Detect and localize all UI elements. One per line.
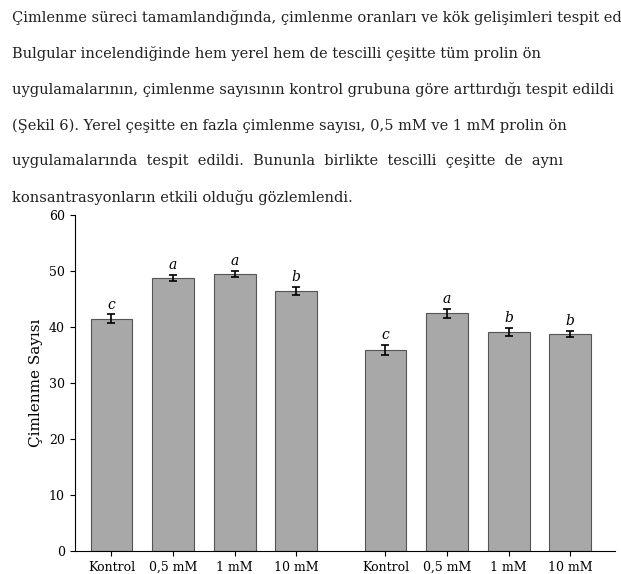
Text: b: b	[504, 311, 513, 325]
Bar	[365, 350, 406, 551]
Text: Bulgular incelendiğinde hem yerel hem de tescilli çeşitte tüm prolin ön: Bulgular incelendiğinde hem yerel hem de…	[12, 46, 542, 61]
Text: a: a	[169, 258, 177, 272]
Text: a: a	[230, 254, 238, 269]
Bar	[152, 278, 194, 551]
Bar	[487, 332, 530, 551]
Bar	[549, 334, 591, 551]
Y-axis label: Çimlenme Sayısı: Çimlenme Sayısı	[29, 319, 43, 447]
Text: Çimlenme süreci tamamlandığında, çimlenme oranları ve kök gelişimleri tespit edi: Çimlenme süreci tamamlandığında, çimlenm…	[12, 10, 621, 25]
Text: (Şekil 6). Yerel çeşitte en fazla çimlenme sayısı, 0,5 mM ve 1 mM prolin ön: (Şekil 6). Yerel çeşitte en fazla çimlen…	[12, 118, 568, 133]
Text: uygulamalarında  tespit  edildi.  Bununla  birlikte  tescilli  çeşitte  de  aynı: uygulamalarında tespit edildi. Bununla b…	[12, 154, 563, 168]
Text: c: c	[107, 297, 116, 312]
Text: b: b	[292, 270, 301, 284]
Bar	[214, 274, 255, 551]
Text: c: c	[381, 328, 389, 342]
Text: konsantrasyonların etkili olduğu gözlemlendi.: konsantrasyonların etkili olduğu gözleml…	[12, 190, 353, 205]
Text: uygulamalarının, çimlenme sayısının kontrol grubuna göre arttırdığı tespit edild: uygulamalarının, çimlenme sayısının kont…	[12, 82, 614, 97]
Bar	[426, 313, 468, 551]
Bar	[275, 291, 317, 551]
Text: a: a	[443, 292, 451, 306]
Bar	[91, 319, 132, 551]
Text: b: b	[566, 314, 574, 328]
